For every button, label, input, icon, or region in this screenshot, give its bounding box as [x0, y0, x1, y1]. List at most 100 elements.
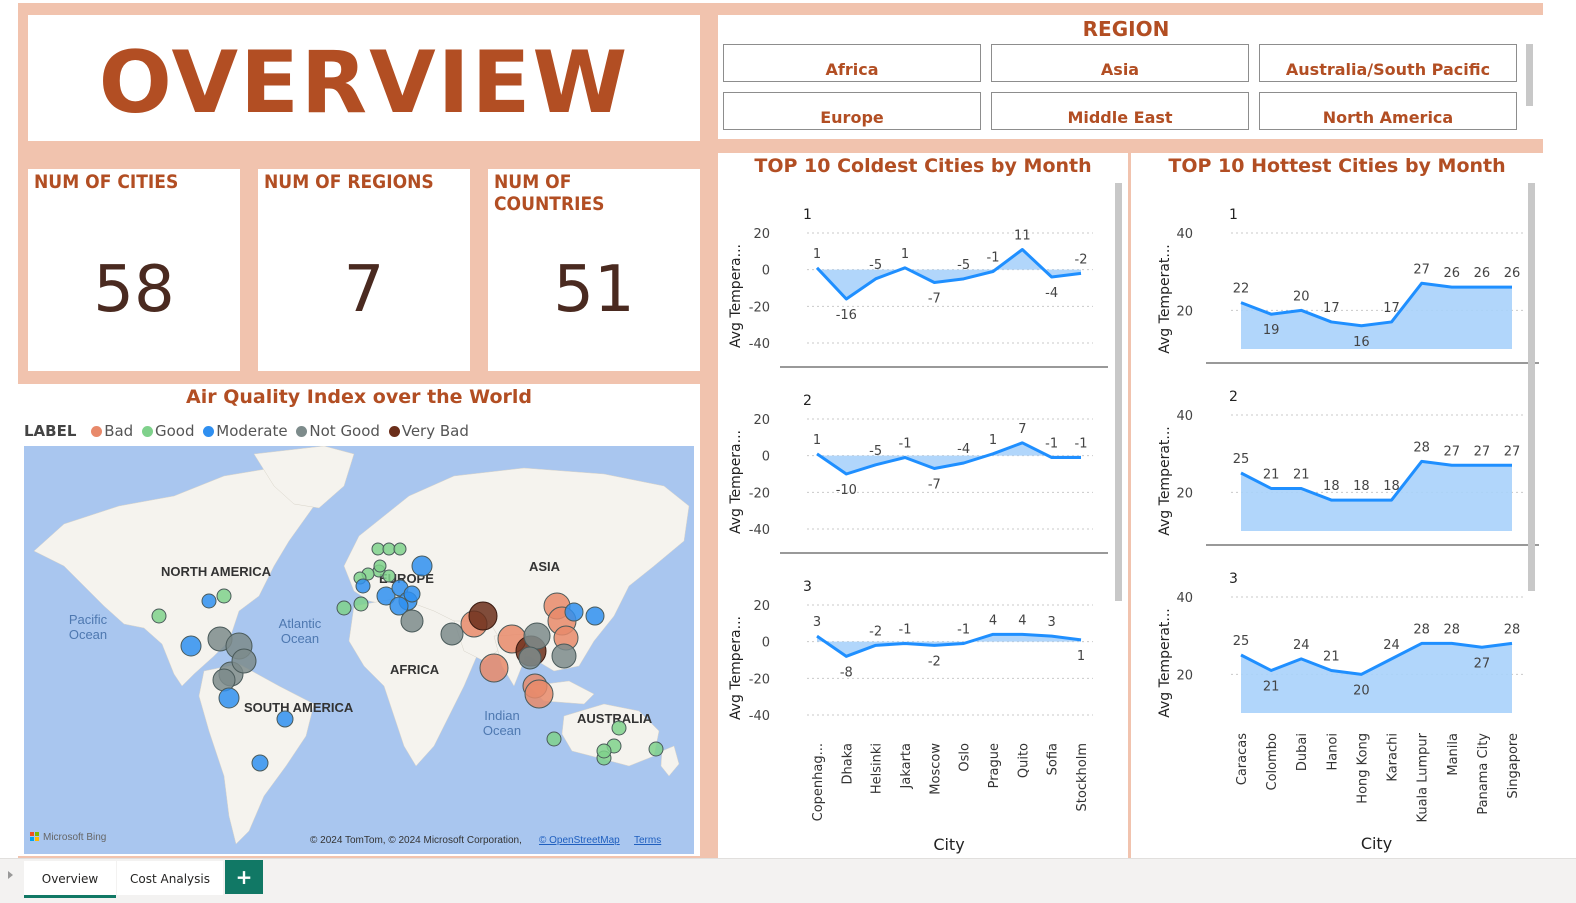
hottest-cities-chart: TOP 10 Hottest Cities by Month 1 Avg Temp… [1131, 153, 1543, 858]
data-label: 21 [1293, 467, 1310, 482]
x-axis-label: City [1361, 834, 1392, 853]
y-axis-label: Avg Temperat... [1157, 608, 1173, 717]
city-bubble[interactable] [180, 635, 202, 657]
series-line[interactable] [816, 441, 1081, 476]
data-label: 28 [1413, 622, 1430, 637]
legend-item-bad[interactable]: Bad [87, 422, 133, 440]
coldest-cities-chart: TOP 10 Coldest Cities by Month 1 Avg Temp… [718, 153, 1128, 858]
coldest-chart-scrollbar[interactable] [1115, 183, 1122, 601]
area-fill [817, 249, 1081, 299]
region-option-europe[interactable]: Europe [723, 92, 981, 130]
city-bubble[interactable] [382, 542, 396, 556]
city-bubble[interactable] [373, 559, 387, 573]
osm-link[interactable]: © OpenStreetMap [539, 835, 620, 846]
region-option-middle-east[interactable]: Middle East [991, 92, 1249, 130]
city-bubble[interactable] [371, 542, 385, 556]
city-bubble[interactable] [276, 710, 294, 728]
x-tick-label: Jakarta [899, 743, 914, 789]
city-bubble[interactable] [546, 731, 562, 747]
terms-link[interactable]: Terms [634, 835, 661, 846]
kpi-card-countries[interactable]: NUM OF COUNTRIES 51 [488, 169, 700, 371]
city-bubble[interactable] [355, 578, 371, 594]
city-bubble[interactable] [551, 643, 577, 669]
city-bubble[interactable] [518, 646, 542, 670]
tab-overview[interactable]: Overview [24, 861, 116, 898]
y-tick-label: 0 [762, 450, 770, 465]
city-bubble[interactable] [201, 593, 217, 609]
series-line[interactable] [1240, 281, 1512, 328]
panel-label: 2 [1229, 389, 1238, 405]
city-bubble[interactable] [231, 648, 257, 674]
city-bubble[interactable] [251, 754, 269, 772]
x-tick-label: Dhaka [840, 743, 855, 784]
city-bubble[interactable] [382, 569, 396, 583]
hottest-chart-title: TOP 10 Hottest Cities by Month [1168, 155, 1506, 177]
city-bubble[interactable] [376, 586, 396, 606]
map-label-south-america: SOUTH AMERICA [244, 700, 354, 715]
city-bubble[interactable] [479, 653, 509, 683]
data-label: -1 [899, 437, 912, 452]
legend-item-very-bad[interactable]: Very Bad [385, 422, 469, 440]
region-scrollbar[interactable] [1526, 44, 1533, 106]
city-bubble[interactable] [585, 606, 605, 626]
tab-cost-analysis[interactable]: Cost Analysis [117, 861, 223, 895]
land-australia [561, 703, 660, 767]
data-label: 24 [1293, 638, 1310, 653]
city-bubble[interactable] [336, 600, 352, 616]
series-line[interactable] [1240, 641, 1513, 676]
x-tick-label: Singapore [1506, 733, 1521, 799]
data-label: 27 [1474, 444, 1491, 459]
city-bubble[interactable] [403, 585, 421, 603]
city-bubble[interactable] [611, 720, 627, 736]
city-bubble[interactable] [218, 687, 240, 709]
data-label: 1 [989, 433, 997, 448]
x-tick-label: Sofia [1046, 743, 1061, 775]
city-bubble[interactable] [564, 602, 584, 622]
city-bubble[interactable] [216, 588, 232, 604]
hottest-chart-scrollbar[interactable] [1528, 183, 1535, 591]
city-bubble[interactable] [524, 679, 554, 709]
legend-item-not-good[interactable]: Not Good [292, 422, 380, 440]
city-bubble[interactable] [212, 668, 236, 692]
kpi-card-cities[interactable]: NUM OF CITIES 58 [28, 169, 240, 371]
data-label: 27 [1413, 262, 1430, 277]
city-bubble[interactable] [353, 596, 369, 612]
city-bubble[interactable] [411, 555, 433, 577]
region-option-asia[interactable]: Asia [991, 44, 1249, 82]
world-map[interactable]: NORTH AMERICA SOUTH AMERICA EUROPE AFRIC… [24, 446, 694, 854]
y-axis-label: Avg Temperat... [1157, 244, 1173, 353]
legend-item-good[interactable]: Good [138, 422, 194, 440]
data-label: -5 [869, 444, 882, 459]
kpi-card-regions[interactable]: NUM OF REGIONS 7 [258, 169, 470, 371]
data-label: 27 [1474, 656, 1491, 671]
data-label: -1 [1045, 437, 1058, 452]
city-bubble[interactable] [523, 622, 551, 650]
region-option-australia[interactable]: Australia/South Pacific [1259, 44, 1517, 82]
legend-dot-icon [203, 426, 215, 437]
region-option-north-america[interactable]: North America [1259, 92, 1517, 130]
data-label: -1 [1075, 437, 1088, 452]
data-label: -1 [899, 623, 912, 638]
city-bubble[interactable] [468, 601, 498, 631]
series-line[interactable] [816, 632, 1082, 658]
legend-item-moderate[interactable]: Moderate [199, 422, 288, 440]
city-bubble[interactable] [648, 741, 664, 757]
title-card: OVERVIEW [28, 15, 700, 141]
city-bubble[interactable] [400, 609, 424, 633]
region-option-africa[interactable]: Africa [723, 44, 981, 82]
series-line[interactable] [1240, 459, 1512, 502]
city-bubble[interactable] [440, 622, 464, 646]
city-bubble[interactable] [389, 596, 409, 616]
legend-dot-icon [388, 426, 400, 437]
data-label: -8 [840, 665, 853, 680]
data-label: -2 [869, 624, 882, 639]
tab-scroll-left-icon[interactable] [8, 871, 13, 879]
city-bubble[interactable] [393, 542, 407, 556]
city-bubble[interactable] [151, 608, 167, 624]
series-line[interactable] [815, 248, 1082, 301]
add-page-button[interactable]: + [225, 860, 263, 894]
city-bubble[interactable] [596, 743, 612, 759]
land-new-zealand [660, 745, 680, 777]
